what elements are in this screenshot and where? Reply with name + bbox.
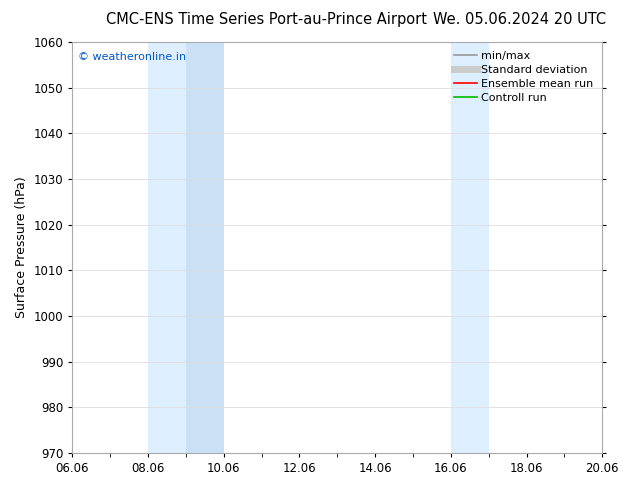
Bar bbox=[148, 42, 186, 453]
Y-axis label: Surface Pressure (hPa): Surface Pressure (hPa) bbox=[15, 176, 28, 318]
Text: © weatheronline.in: © weatheronline.in bbox=[77, 52, 186, 62]
Text: CMC-ENS Time Series Port-au-Prince Airport: CMC-ENS Time Series Port-au-Prince Airpo… bbox=[106, 12, 427, 27]
Bar bbox=[451, 42, 489, 453]
Text: We. 05.06.2024 20 UTC: We. 05.06.2024 20 UTC bbox=[433, 12, 607, 27]
Bar bbox=[186, 42, 224, 453]
Legend: min/max, Standard deviation, Ensemble mean run, Controll run: min/max, Standard deviation, Ensemble me… bbox=[451, 48, 597, 106]
